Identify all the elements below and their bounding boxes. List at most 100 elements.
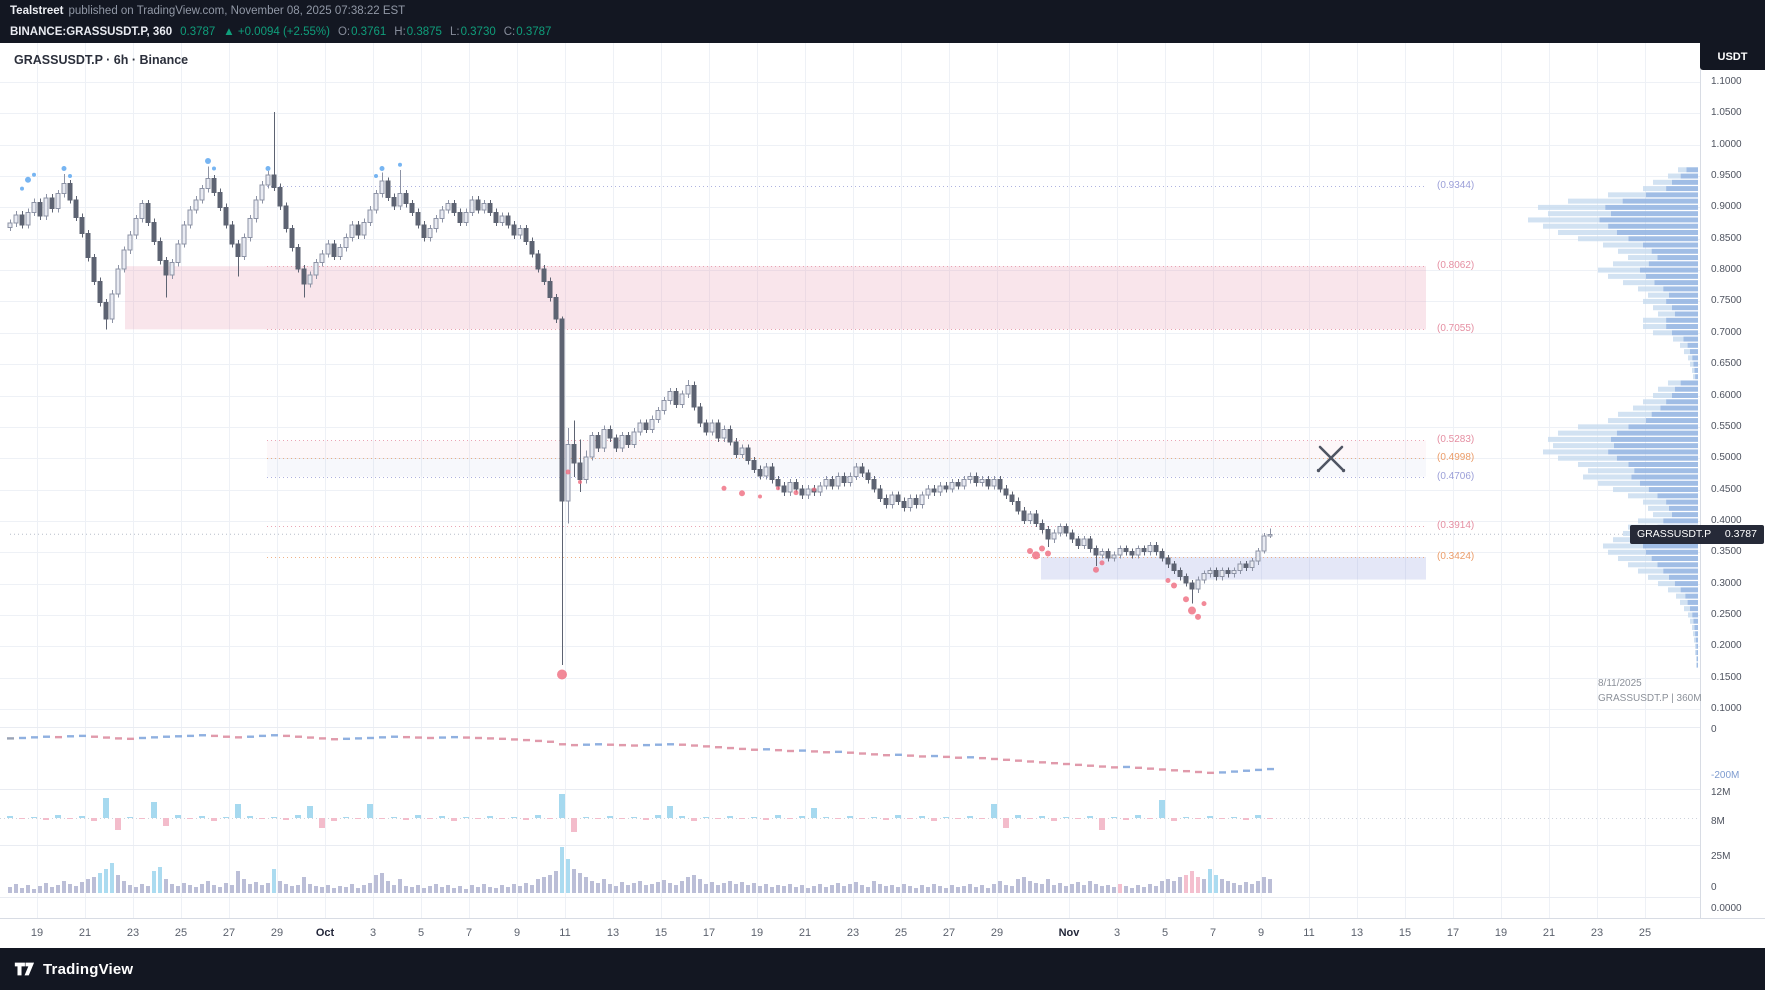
tradingview-logo[interactable]: TradingView <box>13 958 133 980</box>
next-bar-info: 8/11/2025 GRASSUSDT.P | 360M <box>1598 676 1702 706</box>
time-tick-label: Oct <box>315 927 335 939</box>
grid-lines <box>0 43 1700 918</box>
symbol-info-bar: BINANCE:GRASSUSDT.P, 360 0.3787 ▲ +0.009… <box>0 21 1765 43</box>
chart-surface[interactable]: GRASSUSDT.P · 6h · Binance USDT (0.9344)… <box>0 43 1765 948</box>
price-tick-label: 0.6000 <box>1711 389 1742 401</box>
time-tick-label: 19 <box>30 927 44 939</box>
delta-panel-bars <box>0 794 1700 832</box>
time-tick-label: 3 <box>1113 927 1121 939</box>
time-axis[interactable]: 19 21 23 25 27 29 Oct 3 5 7 9 11 13 15 17 19 21 23 25 27 29 N… <box>0 918 1765 948</box>
time-tick-label: 9 <box>1257 927 1265 939</box>
close-value: 0.3787 <box>516 26 552 38</box>
time-tick-label: 23 <box>126 927 140 939</box>
time-tick-label: 25 <box>1638 927 1652 939</box>
time-tick-label: 3 <box>369 927 377 939</box>
price-tick-label: 0.8000 <box>1711 264 1742 276</box>
price-tick-label: 0.8500 <box>1711 232 1742 244</box>
candlesticks <box>7 112 1273 666</box>
liquidation-dots-red <box>557 469 1207 680</box>
symbol-name: BINANCE:GRASSUSDT.P, 360 <box>10 26 173 38</box>
price-tick-label: 0.9000 <box>1711 201 1742 213</box>
time-tick-label: 29 <box>270 927 284 939</box>
time-tick-label: 11 <box>1303 927 1315 939</box>
price-tick-label: 0.3000 <box>1711 577 1742 589</box>
supply-demand-zones <box>125 266 1426 580</box>
subpanel-axis-label: 0 <box>1711 724 1717 735</box>
time-tick-label: 27 <box>942 927 956 939</box>
price-tick-label: 0.7000 <box>1711 326 1742 338</box>
price-tick-label: 0.9500 <box>1711 170 1742 182</box>
price-tick-label: 0.5500 <box>1711 420 1742 432</box>
price-tick-label: 1.1000 <box>1711 76 1742 87</box>
subpanel-axis-label: 0.0000 <box>1711 903 1742 914</box>
time-tick-label: 9 <box>513 927 521 939</box>
price-tick-label: 0.6500 <box>1711 358 1742 370</box>
volume-profile <box>1528 167 1698 668</box>
time-tick-label: 19 <box>750 927 764 939</box>
liquidation-dots-blue <box>20 158 402 191</box>
close-label: C: <box>503 26 516 38</box>
key-level-lines <box>267 186 1426 558</box>
price-tick-label: 0.4500 <box>1711 483 1742 495</box>
time-tick-label: 13 <box>606 927 620 939</box>
price-tick-label: 0.5000 <box>1711 452 1742 464</box>
time-tick-label: Nov <box>1058 927 1080 939</box>
price-tick-label: 1.0000 <box>1711 138 1742 150</box>
subpanel-axis-label: -200M <box>1711 770 1740 781</box>
footer-bar: TradingView <box>0 948 1765 990</box>
time-tick-label: 17 <box>702 927 716 939</box>
countdown-date: 8/11/2025 <box>1598 678 1642 689</box>
cvd-panel-series <box>7 734 1274 775</box>
time-tick-label: 15 <box>654 927 668 939</box>
price-tick-label: 0.3500 <box>1711 546 1742 558</box>
subpanel-axis-label: 0 <box>1711 882 1717 893</box>
price-tick-label: 0.1500 <box>1711 671 1742 683</box>
open-label: O: <box>337 26 351 38</box>
time-tick-label: 25 <box>174 927 188 939</box>
time-tick-label: 5 <box>1161 927 1169 939</box>
last-price-value: 0.3787 <box>180 26 216 38</box>
high-value: 0.3875 <box>406 26 442 38</box>
price-tick-label: 1.0500 <box>1711 107 1742 119</box>
open-value: 0.3761 <box>351 26 387 38</box>
time-tick-label: 29 <box>990 927 1004 939</box>
high-label: H: <box>394 26 406 38</box>
time-tick-label: 27 <box>222 927 236 939</box>
time-tick-label: 19 <box>1494 927 1508 939</box>
publish-details: published on TradingView.com, November 0… <box>68 4 406 17</box>
time-tick-label: 21 <box>1542 927 1556 939</box>
currency-toggle-button[interactable]: USDT <box>1700 43 1765 70</box>
author-name: Tealstreet <box>10 4 64 17</box>
crossed-swords-marker <box>1316 445 1346 473</box>
time-tick-label: 5 <box>417 927 425 939</box>
panel-separators <box>0 43 1701 918</box>
badge-symbol: GRASSUSDT.P <box>1637 528 1712 541</box>
last-price-badge: GRASSUSDT.P 0.3787 <box>1630 524 1764 544</box>
price-tick-label: 0.2500 <box>1711 608 1742 620</box>
price-tick-label: 0.2000 <box>1711 640 1742 652</box>
time-tick-label: 15 <box>1398 927 1412 939</box>
time-tick-label: 21 <box>798 927 812 939</box>
price-tick-label: 0.4000 <box>1711 514 1742 526</box>
chart-legend: GRASSUSDT.P · 6h · Binance <box>14 53 189 67</box>
time-tick-label: 13 <box>1350 927 1364 939</box>
price-tick-label: 0.7500 <box>1711 295 1742 307</box>
low-label: L: <box>449 26 460 38</box>
price-tick-label: 0.1000 <box>1711 703 1742 714</box>
time-tick-label: 11 <box>559 927 571 939</box>
price-axis[interactable]: 1.1000 1.0500 1.0000 0.9500 0.9000 0.8500 0.80… <box>1700 43 1765 918</box>
subpanel-axis-label: 12M <box>1711 787 1731 798</box>
time-tick-label: 17 <box>1446 927 1460 939</box>
publish-info-bar: Tealstreet published on TradingView.com,… <box>0 0 1765 21</box>
low-value: 0.3730 <box>460 26 496 38</box>
volume-bars <box>8 847 1272 893</box>
time-tick-label: 7 <box>465 927 473 939</box>
badge-price: 0.3787 <box>1724 528 1757 541</box>
time-tick-label: 21 <box>78 927 92 939</box>
price-change: ▲ +0.0094 (+2.55%) <box>223 26 330 38</box>
countdown-series: GRASSUSDT.P | 360M <box>1598 693 1702 704</box>
time-tick-label: 25 <box>894 927 908 939</box>
time-tick-label: 23 <box>1590 927 1604 939</box>
chart-canvas[interactable] <box>0 43 1765 918</box>
